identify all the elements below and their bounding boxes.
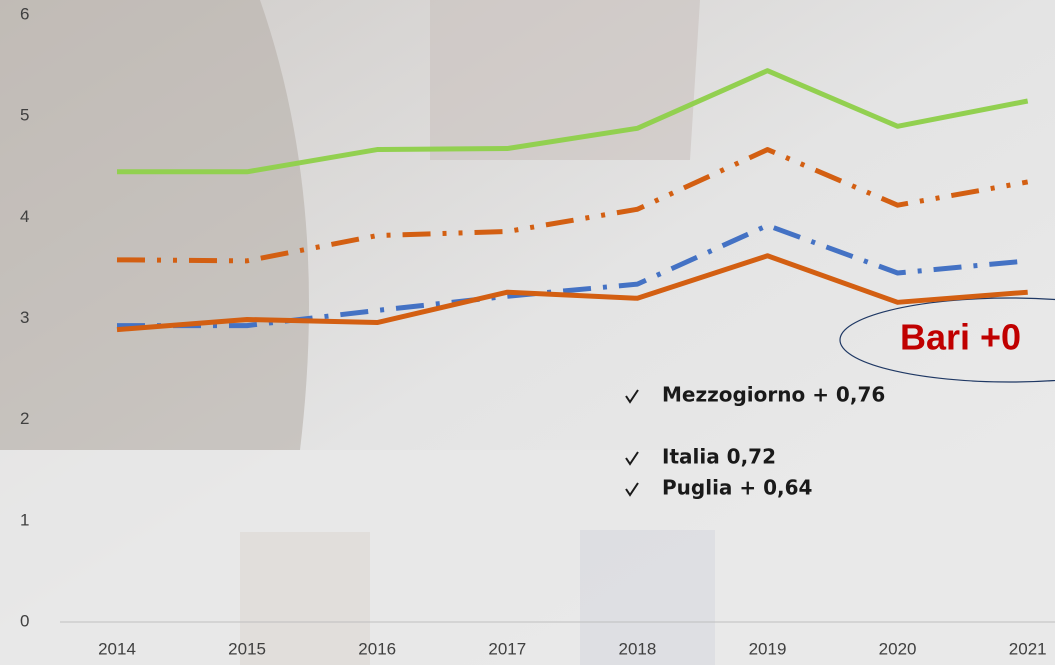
series-line: [117, 68, 1029, 175]
check-icon: [625, 389, 639, 404]
check-icon: [625, 482, 639, 497]
y-tick-label: 3: [20, 308, 29, 327]
x-tick-label: 2021: [1009, 639, 1047, 658]
x-tick-label: 2016: [358, 639, 396, 658]
y-tick-label: 0: [20, 611, 29, 630]
y-tick-label: 4: [20, 207, 29, 226]
note: Italia 0,72: [662, 445, 776, 469]
callout-text: Bari +0: [900, 317, 1021, 358]
x-tick-label: 2019: [749, 639, 787, 658]
x-tick-label: 2015: [228, 639, 266, 658]
x-tick-label: 2017: [488, 639, 526, 658]
series-line: [117, 222, 1028, 329]
note: Mezzogiorno + 0,76: [662, 383, 885, 407]
callout-outline: [839, 297, 1055, 383]
check-icon: [625, 451, 639, 466]
y-tick-label: 2: [20, 409, 29, 428]
x-tick-label: 2014: [98, 639, 136, 658]
x-tick-label: 2020: [879, 639, 917, 658]
y-tick-label: 5: [20, 106, 29, 125]
y-tick-label: 1: [20, 510, 29, 529]
x-tick-label: 2018: [618, 639, 656, 658]
series-line: [116, 253, 1028, 333]
y-tick-label: 6: [20, 4, 29, 23]
checklist: Mezzogiorno + 0,76 Italia 0,72 Puglia + …: [625, 383, 885, 500]
series-line: [116, 147, 1029, 264]
note: Puglia + 0,64: [662, 476, 812, 500]
